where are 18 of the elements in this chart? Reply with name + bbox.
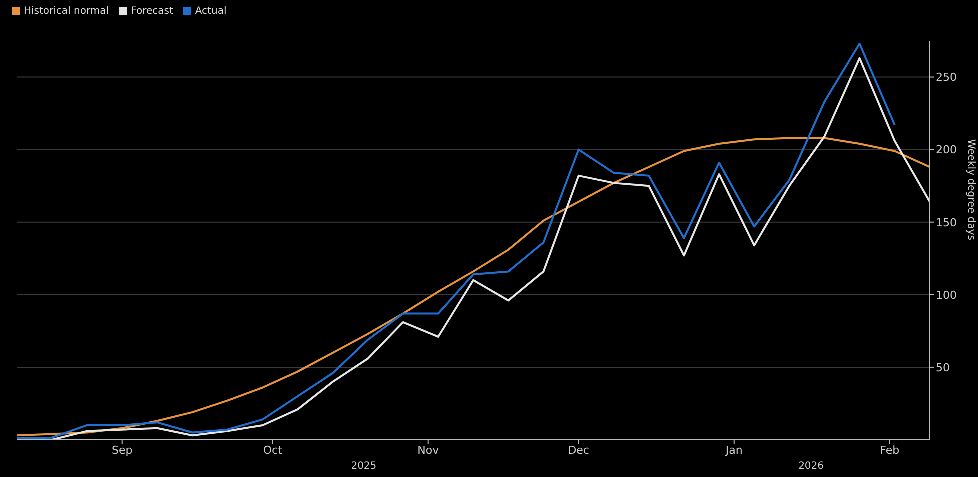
legend-label: Historical normal (24, 6, 110, 17)
text: 2025 (350, 461, 378, 472)
y-tick-label: 200 (936, 144, 957, 157)
x-tick-label: Dec (568, 444, 590, 457)
legend-label: Actual (195, 6, 227, 17)
legend-label: Forecast (131, 6, 174, 17)
y-tick-label: 50 (936, 361, 950, 374)
text: 2026 (798, 461, 826, 472)
line-series (17, 137, 930, 437)
y-tick-label: 250 (936, 71, 957, 84)
x-tick-label: Nov (418, 444, 440, 457)
x-tick-label: Jan (724, 444, 743, 457)
x-tick-label: Feb (880, 444, 900, 457)
y-axis-title: Weekly degree days (965, 139, 976, 240)
y-tick-label: 100 (936, 288, 957, 302)
y-tick-label: 150 (936, 216, 957, 230)
x-tick-label: Oct (263, 444, 284, 457)
x-tick-label: Sep (112, 444, 133, 457)
